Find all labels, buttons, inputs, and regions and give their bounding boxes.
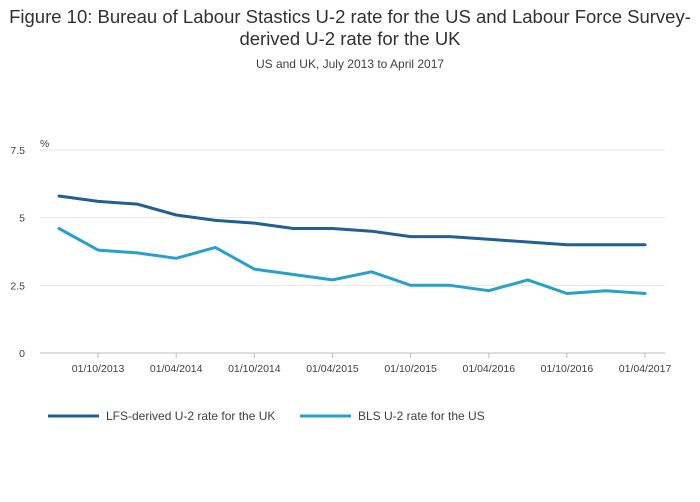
- legend-item[interactable]: BLS U-2 rate for the US: [300, 409, 485, 423]
- x-tick-label: 01/10/2015: [384, 363, 437, 375]
- x-tick-label: 01/10/2013: [72, 363, 125, 375]
- y-tick-label: 5: [19, 213, 25, 225]
- x-tick-label: 01/04/2017: [619, 363, 672, 375]
- x-tick-label: 01/10/2014: [228, 363, 281, 375]
- series-line-uk: [57, 194, 647, 247]
- y-tick-label: 7.5: [10, 145, 25, 157]
- legend-label: LFS-derived U-2 rate for the UK: [106, 409, 275, 423]
- chart-title: Figure 10: Bureau of Labour Stastics U-2…: [9, 6, 691, 49]
- y-tick-label: 2.5: [10, 280, 25, 292]
- y-tick-label: 0: [19, 348, 25, 360]
- series-line-us: [57, 227, 647, 295]
- x-tick-label: 01/04/2016: [462, 363, 515, 375]
- legend-item[interactable]: LFS-derived U-2 rate for the UK: [48, 409, 275, 423]
- x-tick-label: 01/04/2015: [306, 363, 359, 375]
- y-axis-label: %: [40, 138, 49, 150]
- legend-label: BLS U-2 rate for the US: [358, 409, 485, 423]
- x-tick-label: 01/10/2016: [541, 363, 594, 375]
- chart-subtitle: US and UK, July 2013 to April 2017: [255, 57, 445, 71]
- x-tick-label: 01/04/2014: [150, 363, 203, 375]
